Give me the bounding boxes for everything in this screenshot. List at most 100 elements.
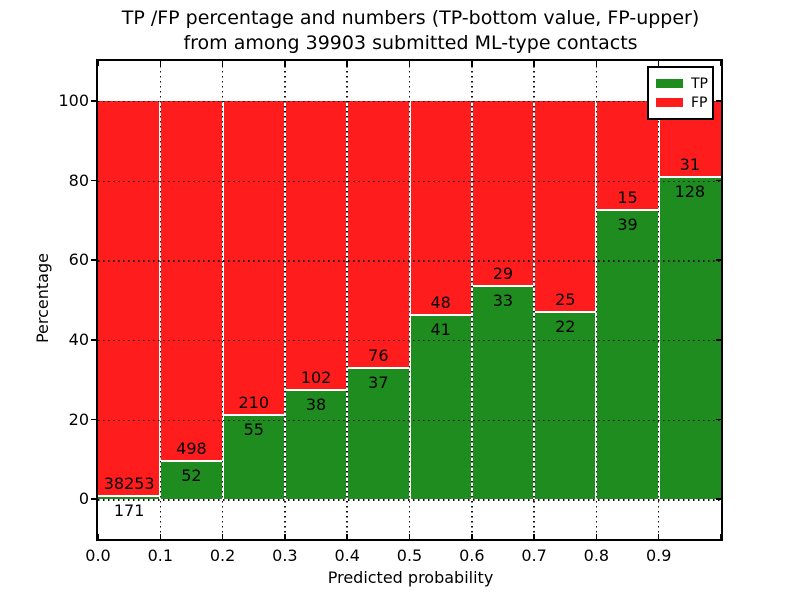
x-tick [346,534,348,539]
fp-count-label: 29 [492,264,514,284]
x-tick-label: 0.2 [209,546,236,565]
legend-item-fp: FP [656,93,708,112]
x-tick-label: 0.9 [645,546,672,565]
tp-bar-segment [658,178,721,500]
tp-count-label: 37 [368,372,389,392]
legend-label-tp: TP [691,75,708,92]
tp-count-label: 33 [492,291,514,311]
y-tick [716,100,721,102]
x-tick [97,61,99,66]
bar-edge-line [284,389,348,392]
x-tick [595,61,598,66]
y-tick-label: 20 [68,409,89,429]
tp-count-label: 38 [305,395,327,415]
x-tick-label: 0.0 [85,546,111,565]
chart-title: TP /FP percentage and numbers (TP-bottom… [97,6,724,56]
x-tick [221,534,224,539]
y-tick-label: 40 [68,329,89,349]
gridline-vertical [533,61,535,539]
x-tick-label: 0.3 [272,546,298,565]
tp-bar-segment [222,416,285,500]
fp-count-label: 48 [430,292,451,312]
gridline-vertical [346,61,348,539]
bar-edge-line [596,209,659,212]
gridline-vertical [595,61,598,539]
tp-bar-segment [347,368,410,500]
fp-bar-segment [347,100,410,369]
y-tick [716,498,721,500]
tp-bar-segment [160,461,223,500]
y-tick [91,259,96,261]
y-tick-label: 100 [58,90,89,110]
fp-bar-segment [409,100,472,316]
legend-label-fp: FP [691,94,708,111]
x-axis-label: Predicted probability [327,568,494,587]
gridline-vertical [159,61,162,539]
tp-count-label: 171 [113,501,145,521]
chart-title-line2: from among 39903 submitted ML-type conta… [183,32,638,54]
x-tick [471,534,473,539]
y-tick [716,259,721,261]
y-tick-label: 0 [78,489,89,509]
tp-bar-segment [409,315,472,500]
x-tick [657,534,660,539]
x-tick [408,61,411,66]
bar-edge-line [534,310,597,313]
gridline-vertical [284,61,286,539]
fp-bar-segment [222,100,285,417]
bar-edge-line [160,459,223,462]
x-tick [159,534,162,539]
fp-bar-segment [471,100,535,288]
y-tick [91,100,96,102]
x-tick [657,61,660,66]
gridline-vertical [408,61,411,539]
x-tick [221,61,224,66]
bar-edge-line [409,313,472,316]
tp-count-label: 22 [555,316,576,336]
y-tick-label: 60 [68,250,89,270]
x-tick-label: 0.8 [583,546,610,565]
bar-edge-line [471,285,535,288]
x-tick-label: 0.1 [147,546,174,565]
chart-title-line1: TP /FP percentage and numbers (TP-bottom… [121,7,700,29]
fp-count-label: 498 [176,438,207,458]
tp-count-label: 55 [243,420,264,440]
tp-count-label: 41 [430,319,451,339]
x-tick [720,534,722,539]
gridline-vertical [471,61,473,539]
y-tick [91,179,96,182]
y-tick-label: 80 [68,170,89,190]
bar-edge-line [98,495,161,498]
x-tick [533,61,535,66]
gridline-vertical [221,61,224,539]
bar-edge-line [347,366,410,369]
x-tick-label: 0.6 [459,546,485,565]
x-tick-label: 0.4 [334,546,360,565]
y-tick [91,418,96,421]
fp-count-label: 31 [679,155,701,175]
y-tick [716,179,721,182]
bar-edge-line [222,414,285,417]
fp-bar-segment [284,100,348,392]
x-tick-label: 0.7 [521,546,547,565]
x-tick [533,534,535,539]
x-tick-label: 0.5 [396,546,423,565]
x-tick [159,61,162,66]
fp-count-label: 15 [617,188,638,208]
fp-count-label: 76 [368,345,389,365]
x-tick [346,61,348,66]
bar-edge-line [658,176,721,179]
y-tick [716,418,721,421]
tp-bar-segment [534,312,597,500]
fp-count-label: 210 [238,393,270,413]
x-tick [408,534,411,539]
x-tick [284,61,286,66]
legend: TP FP [647,66,714,120]
tp-bar-segment [471,287,535,500]
fp-bar-segment [160,100,223,462]
tp-bar-segment [284,391,348,500]
x-tick [284,534,286,539]
legend-swatch-tp [656,79,683,88]
fp-count-label: 38253 [103,474,155,494]
